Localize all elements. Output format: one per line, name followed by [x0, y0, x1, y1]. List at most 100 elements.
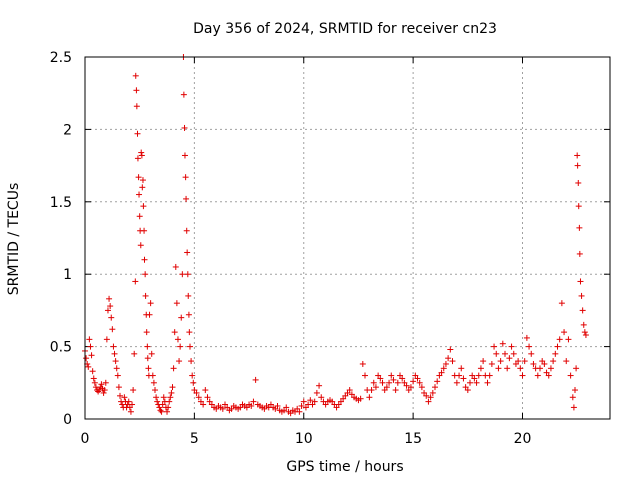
data-point [136, 213, 143, 220]
data-point [377, 375, 384, 382]
data-point [181, 152, 188, 159]
chart-title: Day 356 of 2024, SRMTID for receiver cn2… [193, 21, 497, 37]
data-point [113, 365, 120, 372]
data-point [202, 387, 209, 394]
data-point [146, 311, 153, 318]
data-point [572, 387, 578, 394]
data-point [177, 343, 184, 350]
data-point [530, 360, 537, 367]
data-point [567, 372, 574, 379]
data-point [131, 350, 138, 357]
data-point [117, 392, 123, 399]
x-tick-label: 15 [404, 431, 422, 447]
data-point [142, 271, 149, 278]
data-point [506, 355, 513, 362]
data-point [168, 389, 175, 396]
data-point [129, 401, 136, 408]
data-point [499, 340, 506, 347]
data-point [574, 162, 581, 169]
data-point [109, 326, 116, 333]
data-point [434, 378, 441, 385]
data-point [184, 249, 191, 256]
data-point [403, 382, 410, 389]
data-point [185, 311, 192, 318]
data-point [493, 350, 500, 357]
data-point [418, 384, 425, 391]
data-point [458, 365, 465, 372]
data-point [283, 404, 290, 411]
y-tick-label: 2 [63, 122, 72, 138]
data-point [182, 174, 189, 181]
data-point [100, 389, 107, 396]
data-point [528, 350, 535, 357]
data-point [484, 379, 491, 386]
data-point [200, 401, 207, 408]
data-point [204, 394, 211, 401]
data-point [574, 152, 581, 159]
data-point [166, 398, 173, 405]
data-point [526, 343, 533, 350]
data-point [366, 394, 373, 401]
data-point [386, 379, 393, 386]
data-point [475, 372, 482, 379]
data-point [565, 336, 572, 343]
y-tick-label: 1.5 [50, 195, 72, 211]
data-point [125, 398, 132, 405]
data-points [82, 54, 589, 417]
data-point [181, 124, 188, 131]
data-point [142, 292, 149, 299]
data-point [495, 365, 502, 372]
data-point [573, 365, 580, 372]
data-point [108, 314, 115, 321]
data-point [416, 379, 423, 386]
data-point [173, 300, 180, 307]
data-point [132, 278, 139, 285]
data-point [180, 91, 187, 98]
data-point [110, 343, 117, 350]
data-point [561, 329, 568, 336]
y-axis-label: SRMTID / TECUs [6, 183, 22, 296]
data-point [581, 329, 588, 336]
data-point [135, 174, 142, 181]
data-point [170, 365, 177, 372]
data-point [552, 350, 559, 357]
data-point [89, 368, 96, 375]
data-point [537, 365, 543, 372]
data-point [569, 394, 576, 401]
data-point [296, 408, 303, 415]
data-point [504, 365, 511, 372]
data-point [547, 365, 554, 372]
data-point [252, 376, 259, 383]
data-point [133, 103, 140, 110]
data-point [112, 358, 119, 365]
data-point [140, 203, 147, 210]
data-point [150, 379, 157, 386]
data-point [558, 300, 565, 307]
data-point [143, 329, 150, 336]
data-point [445, 355, 452, 362]
y-tick-label: 1 [63, 267, 72, 283]
data-point [219, 405, 226, 412]
data-point [86, 336, 93, 343]
data-point [579, 307, 586, 314]
data-point [119, 401, 126, 408]
data-point [164, 408, 171, 415]
data-point [368, 387, 375, 394]
data-point [115, 384, 122, 391]
data-point [127, 408, 134, 415]
data-point [193, 389, 200, 396]
data-point [186, 329, 193, 336]
data-point [87, 343, 94, 350]
y-tick-label: 0 [63, 412, 72, 428]
data-point [307, 397, 314, 404]
data-point [456, 372, 463, 379]
data-point [508, 343, 515, 350]
data-point [101, 387, 108, 394]
data-point [102, 379, 109, 386]
data-point [134, 155, 141, 162]
data-point [154, 398, 161, 405]
data-point [473, 379, 480, 386]
data-point [519, 372, 526, 379]
data-point [134, 130, 141, 137]
